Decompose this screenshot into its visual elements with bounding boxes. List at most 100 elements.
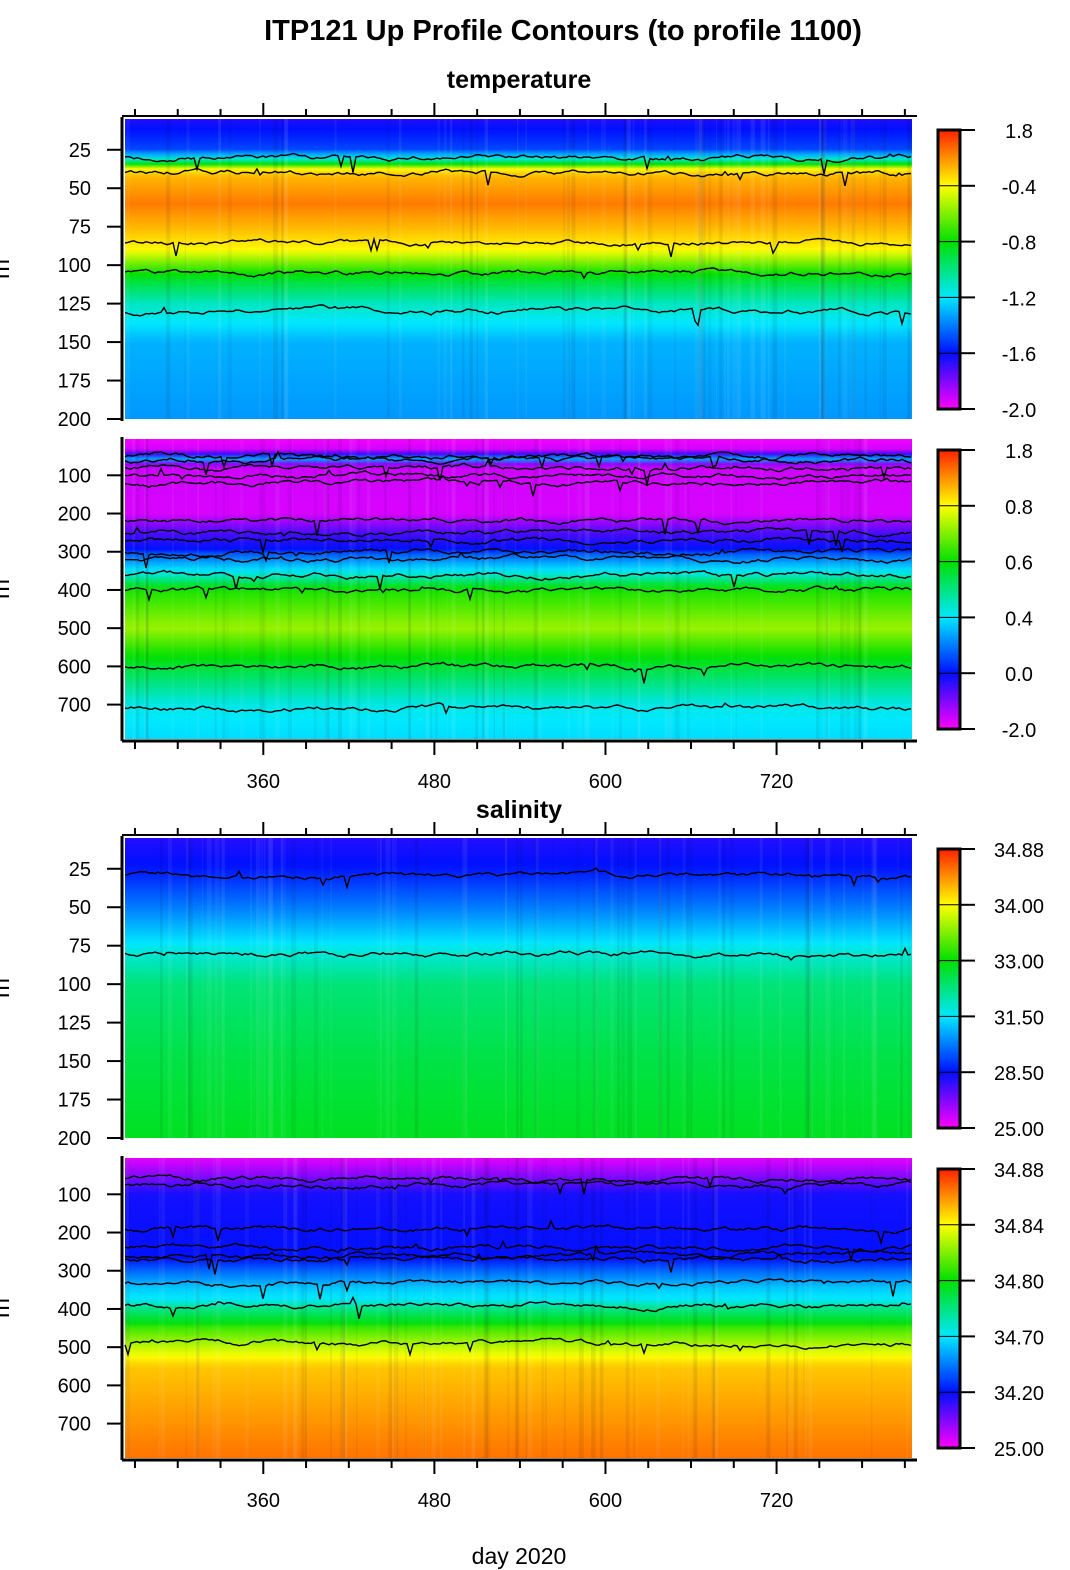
heatmap-streak: [724, 119, 727, 419]
heatmap-streak: [221, 838, 225, 1138]
heatmap-streak: [591, 1158, 596, 1458]
y-tick-label: 125: [58, 1013, 91, 1035]
y-tick-label: 200: [58, 409, 91, 431]
heatmap-streak: [267, 838, 271, 1138]
heatmap-streak: [788, 1158, 791, 1458]
heatmap-streak: [342, 1158, 346, 1458]
colorbar-tick-label: 0.8: [1005, 497, 1033, 519]
heatmap-streak: [188, 838, 193, 1138]
heatmap-streak: [451, 439, 456, 739]
heatmap-streak: [525, 1158, 528, 1458]
y-tick-label: 75: [69, 936, 91, 958]
heatmap-streak: [594, 838, 598, 1138]
heatmap-streak: [437, 119, 441, 419]
heatmap-streak: [838, 119, 842, 419]
y-tick-label: 25: [69, 140, 91, 162]
heatmap-streak: [851, 119, 856, 419]
heatmap-streak: [674, 119, 676, 419]
heatmap-streak: [840, 119, 842, 419]
heatmap-streak: [544, 1158, 548, 1458]
heatmap-streak: [729, 838, 735, 1138]
contour-line: [124, 1174, 912, 1195]
heatmap-streak: [779, 838, 782, 1138]
heatmap-streak: [627, 838, 633, 1138]
heatmap-streak: [871, 838, 876, 1138]
heatmap-streak: [313, 838, 318, 1138]
heatmap-streak: [807, 838, 810, 1138]
y-tick-label: 400: [58, 1299, 91, 1321]
y-tick-label: 100: [58, 974, 91, 996]
heatmap-streak: [188, 838, 190, 1138]
heatmap-streak: [772, 119, 778, 419]
heatmap-streak: [281, 119, 284, 419]
heatmap-streak: [666, 838, 670, 1138]
contour-line: [124, 1239, 912, 1263]
heatmap-streak: [655, 1158, 660, 1458]
heatmap-streak: [819, 119, 822, 419]
contour-line: [124, 867, 912, 890]
heatmap-streak: [853, 439, 858, 739]
heatmap-streak: [850, 119, 856, 419]
heatmap-streak: [462, 838, 468, 1138]
contour-line: [124, 1295, 912, 1319]
colorbar-scale: [936, 1167, 962, 1450]
heatmap-streak: [440, 1158, 443, 1458]
heatmap-streak: [541, 1158, 545, 1458]
heatmap-streak: [215, 838, 220, 1138]
heatmap-streak: [617, 838, 620, 1138]
colorbar-tick-label: -1.2: [1002, 288, 1036, 310]
contour-line: [124, 474, 912, 497]
heatmap-streak: [196, 1158, 200, 1458]
heatmap-streak: [407, 439, 411, 739]
contour-line: [124, 1337, 912, 1358]
heatmap-streak: [126, 1158, 130, 1458]
colorbar-tick-label: -2.0: [1002, 400, 1036, 422]
heatmap-streak: [527, 1158, 529, 1458]
y-tick-label: 100: [58, 255, 91, 277]
heatmap-streak: [125, 119, 130, 419]
y-axis-label: m: [0, 259, 15, 279]
heatmap-streak: [280, 838, 283, 1138]
heatmap-streak: [264, 838, 266, 1138]
heatmap-streak: [493, 439, 495, 739]
heatmap-streak: [879, 119, 881, 419]
heatmap-streak: [632, 119, 635, 419]
x-tick-label: 360: [247, 1490, 280, 1512]
heatmap-streak: [687, 1158, 690, 1458]
colorbar-scale: [936, 448, 962, 731]
heatmap-streak: [463, 1158, 466, 1458]
colorbar-tick-label: -1.6: [1002, 344, 1036, 366]
heatmap-streak: [375, 1158, 381, 1458]
heatmap-streak: [304, 1158, 307, 1458]
contour-line: [124, 459, 912, 485]
heatmap-streak: [206, 838, 212, 1138]
heatmap-streak: [601, 119, 606, 419]
y-tick-label: 400: [58, 580, 91, 602]
contour-line: [124, 516, 912, 536]
contour-line: [124, 536, 912, 553]
heatmap-streak: [218, 119, 222, 419]
heatmap-streak: [767, 119, 770, 419]
heatmap-streak: [185, 838, 189, 1138]
heatmap-streak: [535, 838, 539, 1138]
heatmap-streak: [392, 1158, 398, 1458]
heatmap-streak: [562, 119, 566, 419]
x-axis-label: day 2020: [472, 1543, 567, 1569]
figure-title: ITP121 Up Profile Contours (to profile 1…: [264, 15, 862, 47]
salinity-subtitle: salinity: [476, 796, 562, 824]
heatmap-streak: [398, 119, 402, 419]
heatmap-streak: [750, 119, 755, 419]
colorbar-tick-label: 25.00: [994, 1439, 1044, 1461]
colorbar-tick-label: -0.8: [1002, 233, 1036, 255]
colorbar-tick-label: 0.4: [1005, 608, 1033, 630]
y-tick-label: 200: [58, 1128, 91, 1150]
colorbar-tick-label: 1.8: [1005, 441, 1033, 463]
y-tick-label: 300: [58, 1261, 91, 1283]
heatmap-streak: [227, 119, 232, 419]
heatmap-streak: [431, 1158, 436, 1458]
heatmap-streak: [393, 1158, 396, 1458]
heatmap-streak: [611, 439, 614, 739]
heatmap-streak: [135, 439, 140, 739]
contour-line: [124, 1179, 912, 1195]
y-tick-label: 500: [58, 618, 91, 640]
